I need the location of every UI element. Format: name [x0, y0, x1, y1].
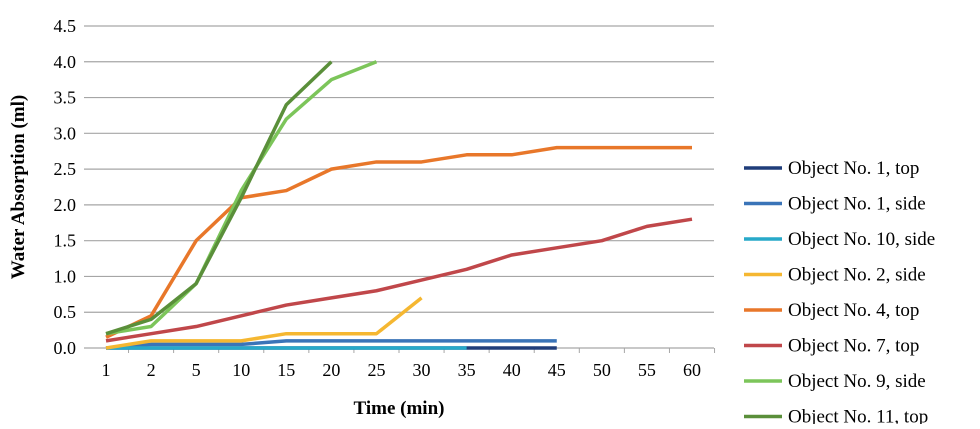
- y-tick-label: 4.0: [54, 52, 77, 72]
- y-tick-label: 4.5: [54, 16, 77, 36]
- x-tick-label: 45: [548, 360, 566, 380]
- y-tick-label: 1.0: [54, 266, 77, 286]
- legend-label: Object No. 10, side: [788, 229, 935, 250]
- series-line: [105, 217, 693, 343]
- x-tick-label: 55: [638, 360, 656, 380]
- y-tick-label: 1.5: [54, 231, 77, 251]
- x-tick-label: 20: [322, 360, 340, 380]
- y-tick-label: 0.0: [54, 338, 77, 358]
- series-line: [105, 60, 333, 336]
- x-tick-label: 60: [683, 360, 701, 380]
- x-tick-label: 10: [232, 360, 250, 380]
- x-tick-label: 50: [593, 360, 611, 380]
- legend-label: Object No. 1, side: [788, 194, 926, 215]
- y-tick-label: 2.5: [54, 159, 77, 179]
- series-line: [105, 145, 692, 339]
- y-tick-label: 3.5: [54, 88, 77, 108]
- x-tick-label: 15: [277, 360, 295, 380]
- series-line: [105, 296, 423, 350]
- y-axis-label: Water Absorption (ml): [8, 95, 29, 279]
- series-line: [105, 339, 557, 350]
- legend-label: Object No. 7, top: [788, 336, 919, 357]
- x-tick-label: 25: [367, 360, 385, 380]
- series-line: [105, 60, 378, 336]
- x-tick-label: 2: [147, 360, 156, 380]
- x-tick-label: 40: [503, 360, 521, 380]
- x-tick-label: 5: [192, 360, 201, 380]
- x-tick-label: 30: [413, 360, 431, 380]
- legend-label: Object No. 11, top: [788, 407, 928, 425]
- x-tick-label: 1: [102, 360, 111, 380]
- legend-label: Object No. 9, side: [788, 371, 926, 392]
- legend-label: Object No. 1, top: [788, 158, 919, 179]
- y-tick-label: 2.0: [54, 195, 77, 215]
- y-tick-label: 0.5: [54, 302, 77, 322]
- legend-label: Object No. 2, side: [788, 265, 926, 286]
- y-tick-label: 3.0: [54, 123, 77, 143]
- x-axis-label: Time (min): [354, 398, 445, 419]
- x-tick-label: 35: [458, 360, 476, 380]
- legend-label: Object No. 4, top: [788, 300, 919, 321]
